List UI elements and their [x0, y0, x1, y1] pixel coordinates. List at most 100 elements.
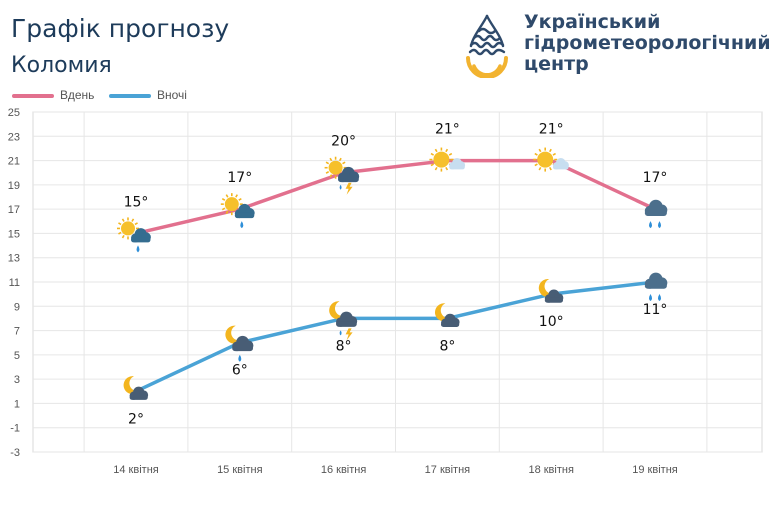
- legend-item-night[interactable]: Вночі: [109, 88, 187, 102]
- moon-shape: [434, 303, 452, 322]
- x-tick-label: 14 квітня: [113, 464, 159, 476]
- legend-swatch-day: [12, 93, 54, 98]
- page-title: Графік прогнозу: [11, 14, 230, 43]
- sun-cloud-thunder-icon: [324, 156, 360, 195]
- sun-cloud-rain-icon: [220, 193, 255, 229]
- rain-drop: [240, 221, 244, 229]
- rain-drop: [658, 294, 661, 301]
- logo-line-1: Український: [524, 11, 661, 33]
- sun-ray: [434, 166, 438, 171]
- sun-ray: [225, 194, 229, 198]
- sun-ray: [538, 148, 542, 153]
- night-temp-label: 2°: [128, 411, 144, 427]
- sun-ray: [221, 197, 226, 201]
- sun-ray: [118, 231, 122, 235]
- sun-disc: [433, 151, 450, 168]
- x-tick-label: 18 квітня: [528, 464, 574, 476]
- legend-item-day[interactable]: Вдень: [12, 88, 94, 102]
- moon-shape: [225, 325, 242, 344]
- y-tick-label: 11: [9, 277, 20, 289]
- cloud-part: [234, 212, 255, 219]
- moon-shape: [329, 301, 346, 320]
- y-tick-label: 21: [8, 156, 20, 168]
- sun-ray: [131, 218, 135, 222]
- cloud-part: [232, 345, 253, 352]
- y-tick-label: 13: [8, 253, 20, 265]
- night-temp-label: 8°: [336, 338, 352, 354]
- sun-ray: [325, 161, 330, 165]
- sun-ray: [325, 171, 330, 174]
- cloud-part: [544, 297, 563, 303]
- sun-disc: [537, 151, 554, 168]
- y-tick-label: 7: [14, 326, 20, 338]
- sun-ray: [430, 152, 435, 156]
- sun-ray: [445, 148, 449, 153]
- sun-ray: [549, 148, 552, 153]
- rain-drop: [136, 245, 140, 253]
- night-temp-label: 6°: [232, 363, 248, 379]
- cloud-part: [129, 394, 148, 400]
- sun-ray: [534, 152, 538, 156]
- sun-ray: [118, 222, 122, 226]
- sun-ray: [342, 161, 346, 165]
- cloud-rain-icon: [644, 199, 668, 229]
- lightning: [345, 182, 353, 195]
- rain-drop: [238, 354, 242, 362]
- x-tick-label: 17 квітня: [425, 464, 471, 476]
- night-temp-label: 8°: [439, 338, 455, 354]
- moon-cloud-rain-icon: [225, 325, 254, 362]
- day-temp-label: 17°: [643, 170, 668, 186]
- sun-ray: [329, 157, 333, 162]
- sun-ray: [329, 174, 333, 178]
- cloud-part: [553, 165, 569, 170]
- logo-line-3: центр: [524, 53, 589, 75]
- y-tick-label: -3: [10, 447, 20, 459]
- sun-ray: [221, 207, 226, 211]
- moon-cloud-thunder-icon: [329, 301, 358, 341]
- rain-drop: [658, 221, 661, 229]
- sun-ray: [448, 152, 453, 156]
- moon-shape: [538, 279, 556, 298]
- day-temp-label: 15°: [124, 194, 149, 210]
- moon-cloud-icon: [538, 279, 564, 303]
- ugmc-logo[interactable]: Український гідрометеорологічний центр: [462, 12, 769, 82]
- day-temp-label: 17°: [227, 170, 252, 186]
- day-temp-label: 20°: [331, 134, 356, 150]
- cloud-part: [338, 176, 359, 183]
- night-temp-label: 10°: [539, 314, 564, 330]
- legend-label-night: Вночі: [157, 88, 187, 102]
- rain-drop: [649, 294, 652, 301]
- cloud-part: [644, 209, 667, 216]
- sun-ray: [534, 163, 538, 167]
- sun-ray: [134, 222, 138, 226]
- drop-sun-waves-icon: [466, 14, 508, 79]
- sun-cloud-icon: [429, 147, 466, 172]
- cloud-part: [336, 321, 357, 327]
- sun-cloud-rain-icon: [117, 217, 151, 253]
- y-tick-label: -1: [10, 423, 20, 435]
- x-tick-label: 15 квітня: [217, 464, 263, 476]
- legend-label-day: Вдень: [60, 88, 95, 102]
- series-line-day: [135, 158, 656, 236]
- cloud-part: [131, 237, 151, 243]
- y-tick-label: 25: [8, 107, 20, 119]
- y-tick-label: 23: [8, 131, 20, 143]
- series-line-night: [135, 280, 656, 393]
- sun-ray: [430, 163, 435, 167]
- sun-ray: [552, 152, 556, 156]
- sun-ray: [549, 166, 552, 171]
- logo-line-2: гідрометеорологічний: [524, 32, 769, 54]
- sun-ray: [225, 210, 229, 215]
- night-temp-label: 11°: [643, 302, 668, 318]
- sun-disc: [121, 221, 135, 236]
- sun-ray: [121, 218, 125, 222]
- x-tick-label: 16 квітня: [321, 464, 367, 476]
- sun-ray: [538, 166, 542, 171]
- moon-cloud-icon: [123, 376, 149, 400]
- sun-cloud-icon: [533, 147, 569, 172]
- moon-shape: [123, 376, 140, 395]
- y-tick-label: 9: [14, 301, 20, 313]
- rain-drop: [339, 330, 342, 336]
- cloud-part: [449, 165, 465, 170]
